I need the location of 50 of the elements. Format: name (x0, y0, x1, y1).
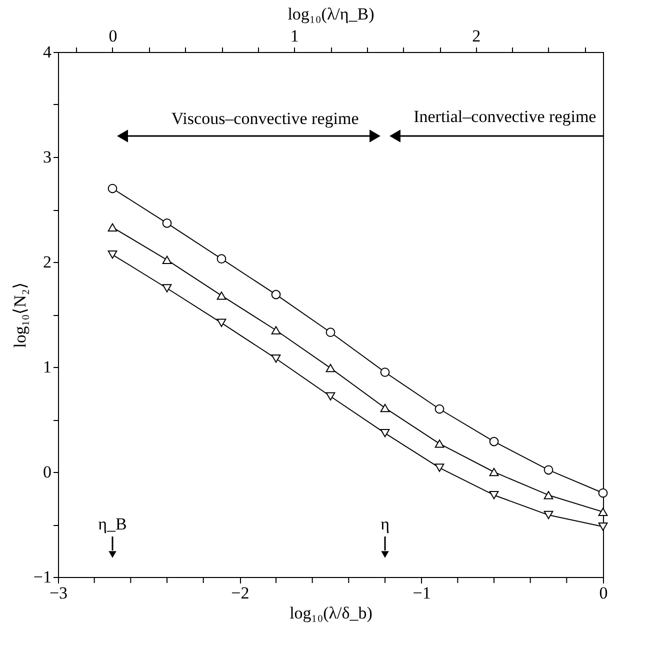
point (598, 522, 608, 531)
point (216, 318, 226, 328)
point (380, 368, 390, 377)
x-tick-label: 0 (599, 584, 608, 602)
point (271, 290, 281, 300)
point (326, 328, 336, 338)
point (162, 218, 172, 228)
x2-tick-label: 0 (108, 26, 118, 46)
annotation: Inertial–convective regime (414, 107, 596, 126)
point (271, 326, 281, 334)
point (489, 436, 499, 446)
y-tick-label: −1 (33, 568, 52, 586)
point (434, 404, 444, 414)
annotation: η (380, 514, 390, 534)
point (326, 392, 336, 401)
point (108, 223, 118, 232)
point (108, 184, 118, 194)
x-axis-title: log₁₀(λ/δ_b) (290, 604, 372, 622)
point (489, 490, 499, 500)
x-tick-label: −1 (412, 584, 431, 602)
x2-tick-label: 1 (290, 26, 299, 46)
point (162, 284, 172, 292)
y-tick-label: 0 (43, 462, 52, 482)
point (598, 488, 608, 498)
point (544, 510, 554, 520)
annotation: η_B (98, 514, 127, 534)
annotation: Viscous–convective regime (171, 109, 359, 128)
point (162, 256, 172, 264)
point (271, 354, 281, 363)
point (489, 468, 499, 476)
point (434, 464, 444, 472)
x2-axis-title: log₁₀(λ/η_B) (288, 4, 374, 24)
y-tick-label: 2 (43, 252, 52, 272)
y-tick-label: 3 (43, 148, 52, 166)
point (380, 429, 390, 438)
point (544, 490, 554, 500)
x2-tick-label: 2 (472, 26, 481, 46)
point (544, 465, 554, 475)
point (598, 508, 608, 516)
y-tick-label: 4 (43, 42, 52, 62)
point (216, 254, 226, 264)
x-tick-label: −3 (49, 584, 68, 602)
point (380, 404, 390, 412)
y-axis-title: log₁₀⟨N₂⟩ (10, 282, 30, 348)
point (108, 250, 118, 259)
point (434, 440, 444, 448)
point (216, 291, 226, 300)
x-tick-label: −2 (231, 584, 250, 602)
y-tick-label: 1 (43, 358, 52, 376)
point (326, 364, 336, 372)
